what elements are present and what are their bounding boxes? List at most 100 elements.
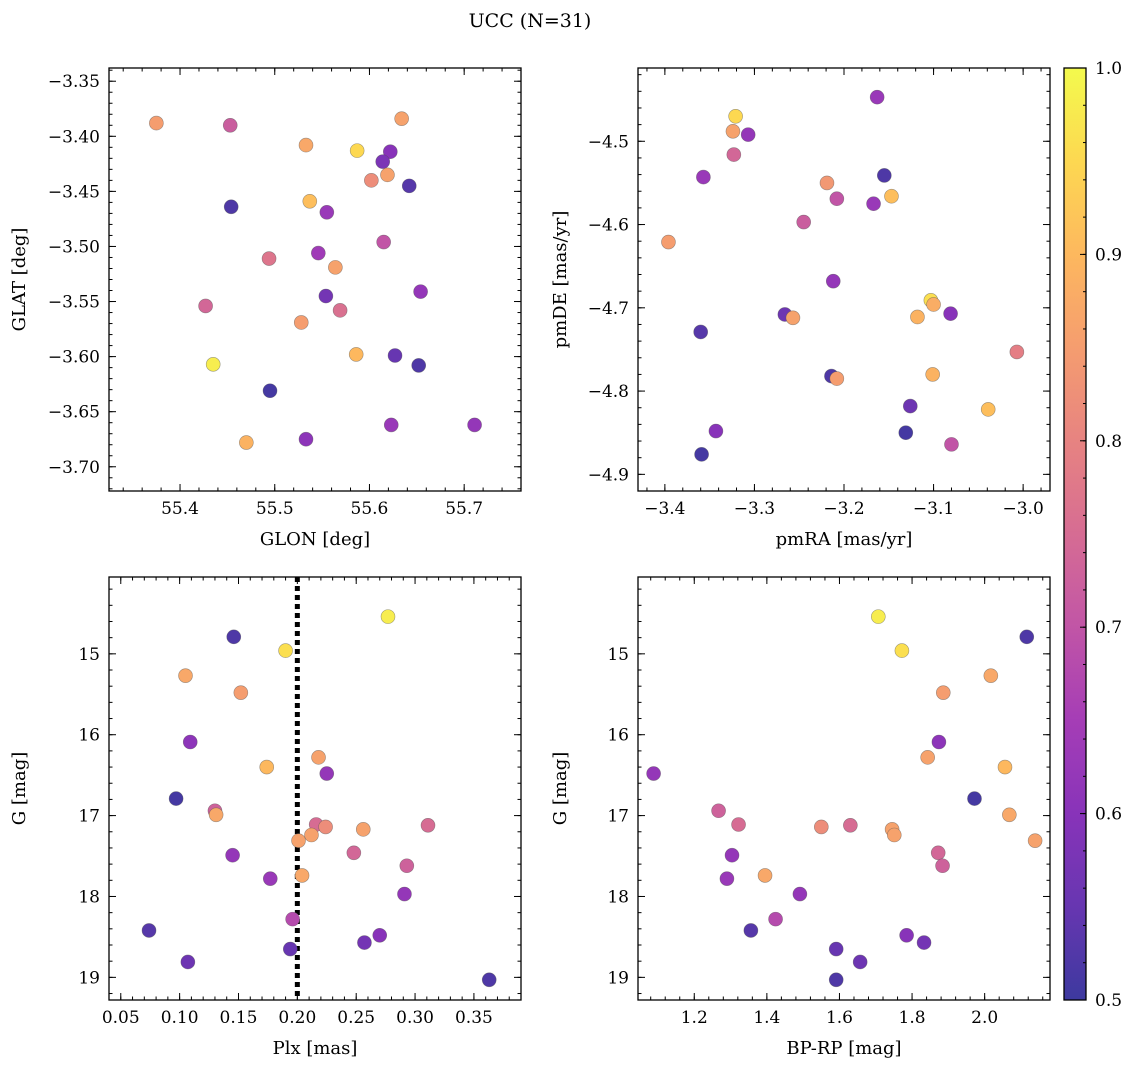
data-point (141, 923, 157, 938)
data-point (397, 886, 412, 902)
x-tick-label: 0.20 (278, 1008, 316, 1028)
data-point (869, 89, 885, 105)
data-point (731, 817, 746, 832)
y-tick-label: 16 (78, 726, 100, 746)
data-point (364, 173, 379, 188)
plot-frame (108, 576, 522, 1001)
data-point (380, 609, 396, 624)
data-point (304, 827, 319, 843)
data-point (349, 143, 365, 158)
data-point (420, 818, 436, 833)
data-point (319, 205, 335, 220)
data-point (814, 819, 829, 835)
colorbar-gradient (1063, 67, 1087, 1001)
data-point (225, 847, 240, 863)
x-tick-label: −3.4 (644, 499, 685, 519)
data-point (877, 168, 892, 183)
data-point (372, 927, 388, 943)
data-point (926, 297, 941, 312)
data-point (910, 309, 925, 325)
data-point (935, 685, 951, 700)
data-point (355, 822, 371, 837)
data-point (708, 423, 724, 439)
data-point (768, 911, 783, 927)
data-point (346, 845, 362, 861)
data-point (1002, 807, 1017, 823)
x-axis-label: Plx [mas] (273, 1038, 358, 1059)
data-point (894, 643, 910, 658)
data-point (298, 431, 314, 447)
data-point (223, 199, 239, 215)
data-point (205, 357, 221, 372)
data-point (278, 643, 293, 658)
data-point (925, 367, 940, 382)
data-point (711, 803, 726, 819)
data-point (332, 303, 348, 318)
x-tick-label: −3.1 (913, 499, 954, 519)
data-point (293, 315, 309, 330)
axis-ticks (108, 577, 522, 1000)
data-point (298, 137, 314, 153)
data-point (819, 175, 835, 191)
data-point (318, 819, 333, 835)
data-point (168, 791, 184, 806)
x-tick-label: 55.5 (256, 499, 294, 519)
scatter-panel-3: 0.05 0.10 0.15 0.20 0.25 0.30 0.35 15 16 17 18 19 Pl… (9, 576, 522, 1059)
x-axis-label: BP-RP [mag] (786, 1038, 901, 1059)
data-point (852, 954, 868, 970)
data-point (943, 306, 958, 321)
data-points (149, 111, 482, 450)
data-point (302, 193, 318, 209)
data-point (886, 827, 902, 843)
data-point (997, 759, 1013, 775)
x-tick-label: 1.2 (681, 1008, 708, 1028)
data-point (983, 668, 999, 683)
data-point (348, 347, 364, 362)
data-point (726, 147, 742, 162)
data-point (944, 437, 959, 452)
data-point (282, 941, 298, 957)
data-point (829, 191, 845, 207)
colorbar-tick-label: 1.0 (1095, 59, 1122, 79)
data-point (696, 169, 711, 185)
y-tick-label: −3.60 (48, 348, 100, 368)
data-point (357, 935, 372, 950)
x-tick-label: 0.30 (396, 1008, 434, 1028)
data-point (792, 886, 808, 902)
data-point (884, 188, 899, 204)
data-points (141, 609, 497, 988)
axis-ticks (638, 68, 1050, 492)
x-axis-label: GLON [deg] (260, 529, 370, 550)
data-point (226, 629, 242, 645)
data-point (180, 954, 196, 970)
data-point (291, 833, 306, 848)
y-tick-label: −4.5 (588, 132, 629, 152)
x-tick-label: −3.3 (734, 499, 775, 519)
data-point (178, 668, 193, 683)
y-tick-label: −4.9 (588, 465, 629, 485)
y-axis-label: GLAT [deg] (9, 228, 30, 332)
plot-frame (637, 67, 1051, 492)
axis-ticks (109, 68, 522, 491)
data-point (785, 310, 801, 326)
y-tick-label: 19 (607, 968, 629, 988)
data-point (481, 972, 497, 988)
data-point (382, 144, 398, 160)
plot-frame (637, 576, 1051, 1001)
data-point (375, 154, 391, 169)
data-point (294, 868, 310, 883)
data-point (757, 868, 773, 883)
data-point (328, 260, 343, 275)
data-point (394, 111, 409, 126)
scatter-panel-2: −3.4 −3.3 −3.2 −3.1 −3.0 −4.5 −4.6 −4.7 −4.8 −4.9… (550, 67, 1051, 550)
data-point (725, 123, 741, 139)
data-point (1009, 344, 1025, 360)
data-point (898, 425, 914, 441)
data-point (285, 911, 300, 927)
x-tick-label: −3.0 (1002, 499, 1043, 519)
y-tick-label: 15 (607, 645, 629, 665)
y-tick-label: −3.45 (48, 182, 100, 202)
figure-title: UCC (N=31) (469, 10, 592, 32)
x-tick-label: 55.6 (351, 499, 389, 519)
data-point (828, 941, 844, 957)
